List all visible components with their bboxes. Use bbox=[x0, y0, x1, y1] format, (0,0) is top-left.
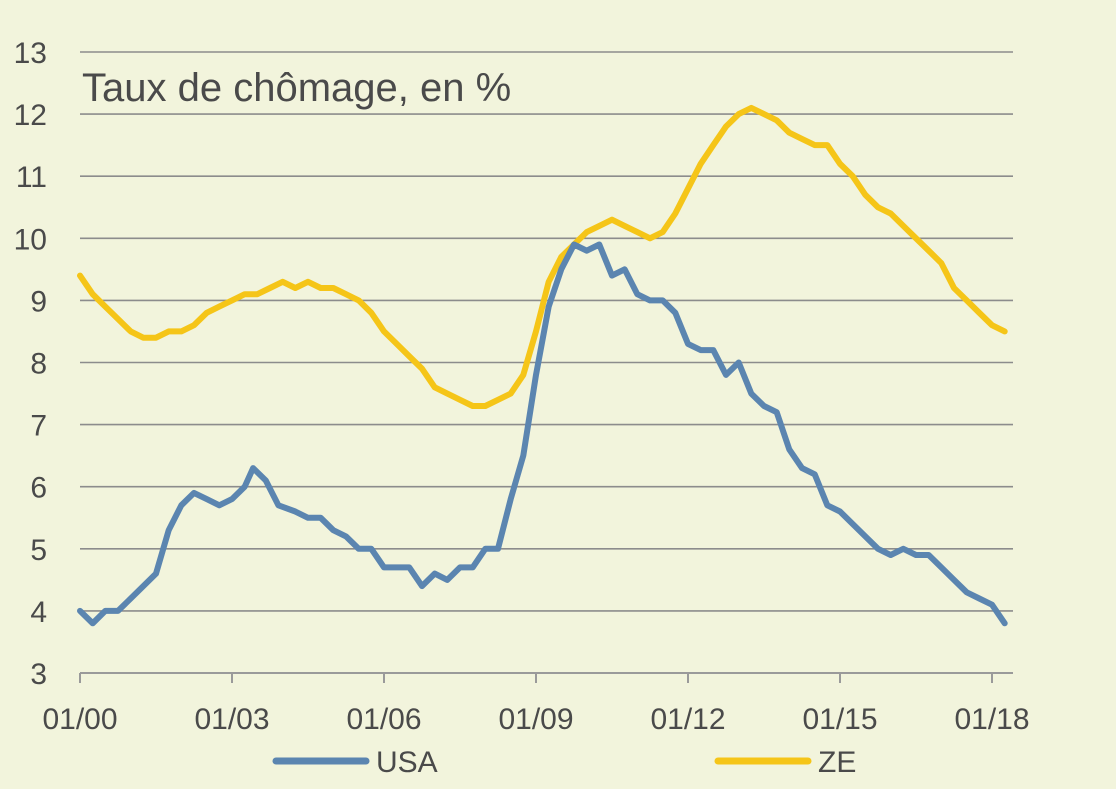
y-tick-label: 9 bbox=[30, 285, 47, 318]
y-tick-label: 13 bbox=[14, 37, 47, 70]
y-axis-ticks: 3 4 5 6 7 8 9 10 11 12 13 bbox=[14, 37, 47, 691]
x-tick-label: 01/12 bbox=[650, 703, 725, 736]
y-tick-label: 6 bbox=[30, 472, 47, 505]
x-tick-label: 01/00 bbox=[42, 703, 117, 736]
y-tick-label: 7 bbox=[30, 410, 47, 443]
legend: USA ZE bbox=[272, 746, 856, 779]
y-tick-label: 5 bbox=[30, 534, 47, 567]
x-tick-label: 01/06 bbox=[346, 703, 421, 736]
y-tick-label: 4 bbox=[30, 596, 47, 629]
x-tick-label: 01/15 bbox=[802, 703, 877, 736]
y-tick-label: 3 bbox=[30, 658, 47, 691]
y-tick-label: 10 bbox=[14, 223, 47, 256]
y-tick-label: 11 bbox=[16, 161, 47, 194]
legend-label-usa: USA bbox=[376, 746, 438, 779]
x-axis-ticks: 01/00 01/03 01/06 01/09 01/12 01/15 01/18 bbox=[42, 673, 1030, 736]
x-tick-label: 01/18 bbox=[954, 703, 1029, 736]
legend-label-ze: ZE bbox=[818, 746, 856, 779]
series-line-usa bbox=[77, 241, 1008, 627]
chart-title: Taux de chômage, en % bbox=[82, 66, 511, 110]
x-tick-label: 01/03 bbox=[194, 703, 269, 736]
series-layer bbox=[77, 104, 1008, 627]
y-tick-label: 12 bbox=[14, 99, 47, 132]
y-tick-label: 8 bbox=[30, 348, 47, 381]
x-tick-label: 01/09 bbox=[498, 703, 573, 736]
series-line-ze bbox=[77, 104, 1008, 409]
